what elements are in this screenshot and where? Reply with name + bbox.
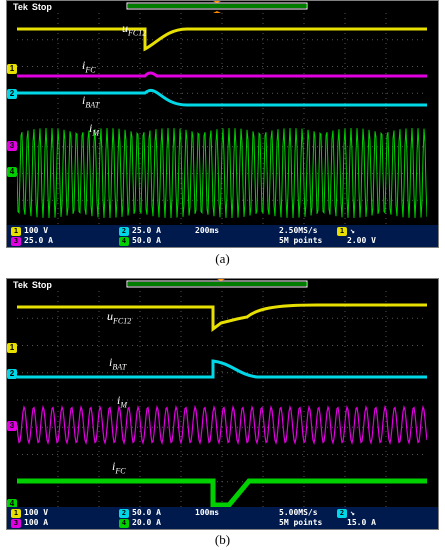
trace-im (17, 407, 427, 443)
ch3-scale[interactable]: 25.0 A (24, 236, 53, 245)
ch4-scale[interactable]: 50.0 A (132, 236, 161, 245)
channel-2-marker[interactable]: 2 (7, 89, 17, 99)
ch3-scale[interactable]: 100 A (24, 518, 48, 527)
trigger-source-badge: 2 (337, 509, 347, 518)
trigger-position-bar (7, 1, 439, 13)
caption-b: (b) (0, 532, 445, 548)
trigger-level[interactable]: 15.0 A (347, 518, 376, 528)
waveform-plot-a (17, 13, 427, 227)
channel-1-marker[interactable]: 1 (7, 343, 17, 353)
trigger-slope-icon: ↘ (350, 226, 355, 235)
trigger-slope-icon: ↘ (350, 508, 355, 517)
ch2-scale[interactable]: 25.0 A (132, 226, 161, 235)
record-length: 5M points (279, 236, 322, 246)
channel-3-marker[interactable]: 3 (7, 421, 17, 431)
scope-top-bar: Tek Stop (7, 1, 438, 13)
trace-label-ufc12: uFC12 (122, 21, 146, 37)
sample-rate: 2.50MS/s (279, 226, 318, 236)
waveform-area-b: uFC12 iBAT iM iFC (17, 291, 427, 509)
ch4-badge: 4 (119, 519, 129, 528)
trace-label-im: iM (117, 393, 127, 409)
channel-2-marker[interactable]: 2 (7, 369, 17, 379)
ch4-scale[interactable]: 20.0 A (132, 518, 161, 527)
trigger-position-bar (7, 279, 439, 291)
trace-label-ibat: iBAT (82, 93, 99, 109)
ch2-badge: 2 (119, 227, 129, 236)
ch3-badge: 3 (11, 519, 21, 528)
trace-label-im: iM (89, 121, 99, 137)
record-length: 5M points (279, 518, 322, 528)
ch1-badge: 1 (11, 227, 21, 236)
waveform-plot-b (17, 291, 427, 509)
channel-4-marker[interactable]: 4 (7, 167, 17, 177)
ch2-badge: 2 (119, 509, 129, 518)
caption-a: (a) (0, 251, 445, 267)
trace-label-ibat: iBAT (109, 355, 126, 371)
channel-3-marker[interactable]: 3 (7, 141, 17, 151)
scope-top-bar: Tek Stop (7, 279, 438, 291)
timebase[interactable]: 200ms (195, 226, 219, 236)
sample-rate: 5.00MS/s (279, 508, 318, 518)
trigger-level[interactable]: 2.00 V (347, 236, 376, 246)
ch1-scale[interactable]: 100 V (24, 226, 48, 235)
ch1-badge: 1 (11, 509, 21, 518)
channel-1-marker[interactable]: 1 (7, 64, 17, 74)
trace-ibat (17, 361, 427, 377)
trace-label-ifc: iFC (82, 58, 96, 74)
ch2-scale[interactable]: 50.0 A (132, 508, 161, 517)
waveform-area-a: uFC12 iFC iBAT iM (17, 13, 427, 227)
scope-screen-b: Tek Stop uFC12 iBAT iM iFC 1 2 3 4 1 100 V… (6, 278, 439, 530)
trace-label-ifc: iFC (112, 459, 126, 475)
ch3-badge: 3 (11, 237, 21, 246)
status-bar-b: 1 100 V 2 50.0 A 3 100 A 4 20.0 A 100ms 5.00… (7, 507, 438, 529)
trigger-source-badge: 1 (337, 227, 347, 236)
ch1-scale[interactable]: 100 V (24, 508, 48, 517)
trace-label-ufc12: uFC12 (107, 309, 131, 325)
ch4-badge: 4 (119, 237, 129, 246)
trace-ufc12 (17, 29, 427, 49)
timebase[interactable]: 100ms (195, 508, 219, 518)
trace-ibat (17, 90, 427, 105)
scope-screen-a: Tek Stop uFC12 iFC iBAT iM 1 3 2 4 1 100 V… (6, 0, 439, 248)
status-bar-a: 1 100 V 2 25.0 A 3 25.0 A 4 50.0 A 200ms 2.5… (7, 225, 438, 247)
trace-ufc12 (17, 305, 427, 329)
